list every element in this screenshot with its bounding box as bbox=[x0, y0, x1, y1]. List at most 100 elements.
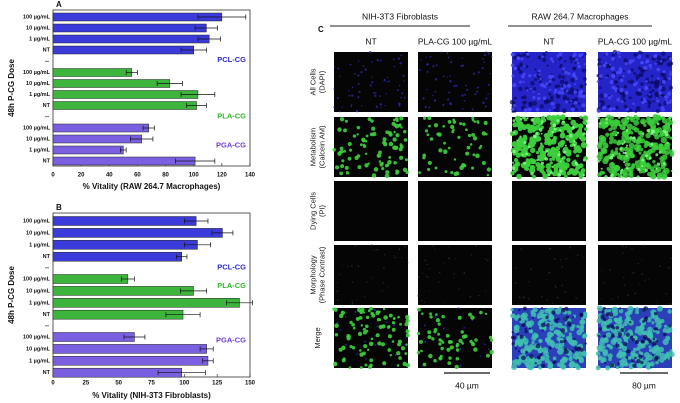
cell bbox=[626, 316, 632, 321]
cell bbox=[650, 123, 657, 130]
cell bbox=[654, 92, 660, 97]
cell bbox=[545, 137, 551, 143]
cell bbox=[656, 305, 663, 312]
cell bbox=[633, 144, 639, 151]
cell bbox=[422, 362, 427, 367]
cell bbox=[554, 284, 556, 287]
micrograph bbox=[416, 307, 494, 370]
cell bbox=[604, 320, 610, 326]
cell bbox=[515, 152, 521, 158]
cell bbox=[573, 90, 578, 95]
cell bbox=[334, 332, 339, 337]
cell bbox=[358, 90, 361, 94]
cell bbox=[489, 72, 491, 75]
cell bbox=[351, 94, 354, 97]
cell bbox=[625, 245, 627, 248]
cell bbox=[601, 269, 603, 271]
cell bbox=[365, 134, 369, 138]
cell bbox=[426, 263, 428, 266]
cell bbox=[467, 133, 472, 138]
cell bbox=[660, 107, 666, 112]
cell bbox=[638, 283, 640, 285]
cell bbox=[566, 321, 572, 326]
bar bbox=[52, 68, 133, 77]
cell bbox=[655, 330, 660, 335]
cell bbox=[552, 123, 557, 128]
cell bbox=[605, 132, 610, 137]
y-tick-label: 100 µg/mL bbox=[23, 125, 51, 131]
cell bbox=[570, 91, 574, 95]
cell bbox=[399, 116, 404, 121]
cell bbox=[659, 172, 664, 176]
cell bbox=[521, 149, 527, 155]
cell bbox=[536, 136, 542, 142]
cell bbox=[644, 162, 651, 168]
cell bbox=[633, 127, 640, 133]
group-label: PCL-CG bbox=[217, 55, 246, 64]
cell bbox=[597, 305, 603, 312]
cell bbox=[527, 145, 531, 149]
cell bbox=[645, 132, 651, 139]
cell bbox=[576, 254, 579, 257]
cell bbox=[435, 64, 438, 67]
cell bbox=[582, 137, 586, 142]
cell bbox=[511, 166, 516, 170]
bar bbox=[52, 23, 207, 33]
cell bbox=[417, 307, 421, 312]
cell bbox=[364, 340, 367, 343]
cell bbox=[583, 63, 586, 66]
cell bbox=[403, 138, 408, 142]
cell bbox=[617, 131, 620, 134]
cell bbox=[641, 259, 643, 261]
cell bbox=[397, 57, 401, 60]
cell bbox=[375, 92, 377, 94]
cell bbox=[563, 150, 567, 154]
cell bbox=[641, 132, 645, 135]
cell bbox=[633, 115, 638, 120]
cell bbox=[548, 79, 552, 83]
micrograph-bg bbox=[512, 245, 586, 305]
cell bbox=[428, 353, 433, 359]
cell bbox=[428, 290, 431, 292]
cell bbox=[621, 142, 624, 146]
cell bbox=[511, 52, 515, 57]
cell bbox=[667, 76, 672, 80]
cell bbox=[611, 153, 615, 157]
cell bbox=[368, 365, 372, 370]
cell bbox=[573, 363, 578, 368]
cell bbox=[477, 71, 480, 74]
cell bbox=[405, 318, 410, 323]
cell bbox=[584, 53, 587, 56]
cell bbox=[577, 64, 581, 69]
error-bar bbox=[194, 25, 218, 31]
cell bbox=[635, 310, 639, 315]
cell bbox=[545, 315, 549, 320]
cell bbox=[398, 102, 401, 105]
cell bbox=[599, 155, 603, 160]
cell bbox=[438, 357, 442, 360]
cell bbox=[515, 161, 521, 167]
cell bbox=[559, 340, 564, 344]
cell bbox=[463, 100, 466, 102]
column-label: PLA-CG 100 µg/mL bbox=[598, 36, 673, 46]
cell bbox=[608, 136, 614, 141]
panel-label: B bbox=[56, 203, 62, 212]
cell bbox=[511, 363, 518, 371]
cell bbox=[641, 165, 644, 168]
cell bbox=[634, 356, 637, 360]
cell bbox=[399, 143, 403, 147]
bar bbox=[52, 251, 182, 262]
cell bbox=[556, 84, 561, 88]
cell bbox=[617, 323, 622, 328]
cell bbox=[356, 133, 359, 136]
cell bbox=[377, 155, 380, 158]
cell bbox=[669, 152, 675, 157]
cell bbox=[596, 154, 600, 159]
cell bbox=[359, 366, 363, 370]
cell bbox=[583, 256, 585, 258]
cell bbox=[656, 99, 660, 103]
cell bbox=[449, 103, 452, 106]
cell bbox=[453, 272, 455, 275]
cell bbox=[518, 80, 522, 84]
error-bar bbox=[130, 136, 154, 142]
